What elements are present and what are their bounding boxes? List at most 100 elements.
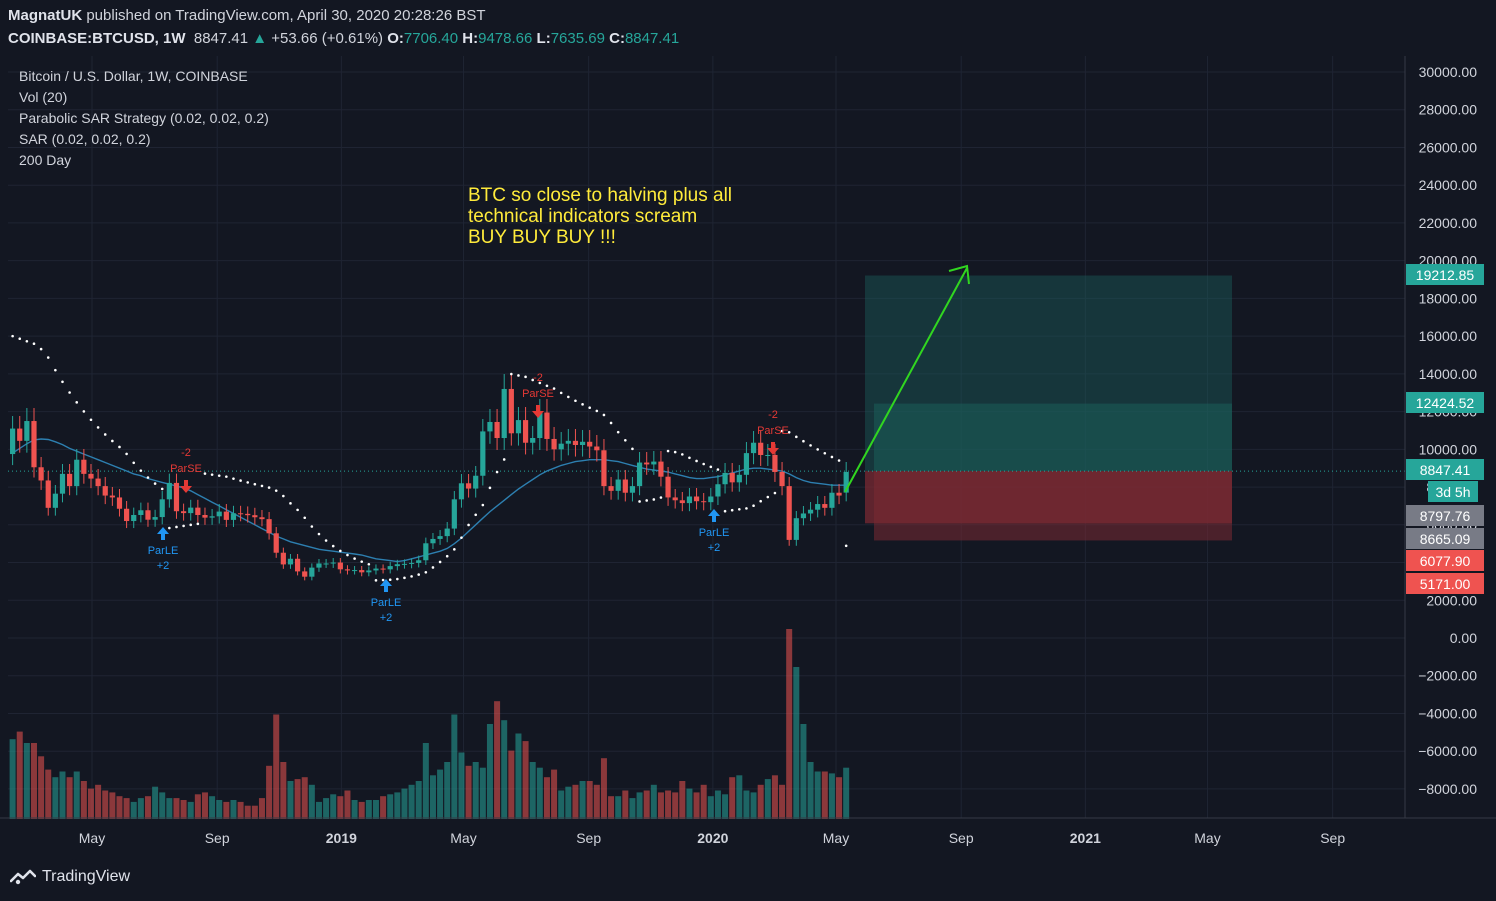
candle-body: [793, 518, 799, 540]
volume-bar: [501, 720, 508, 819]
candle-body: [807, 509, 814, 514]
candle-body: [644, 462, 650, 465]
price-badge-label: 3d 5h: [1435, 484, 1470, 500]
volume-bar: [558, 790, 565, 819]
candle-body: [294, 558, 301, 572]
volume-bar: [230, 800, 237, 819]
candle-body: [10, 428, 16, 455]
low-value: 7635.69: [550, 30, 605, 47]
volume-bar: [87, 788, 94, 819]
candle-body: [658, 461, 664, 477]
price-badge: [1406, 573, 1484, 594]
candle-body: [266, 519, 272, 534]
volume-bar: [401, 788, 408, 819]
volume-bar: [95, 784, 102, 819]
sar-dot: [595, 409, 599, 413]
candle-body: [594, 446, 600, 451]
candle-body: [544, 412, 550, 439]
candle-body: [102, 486, 108, 496]
sar-dot: [752, 504, 755, 508]
sar-dot: [324, 539, 328, 542]
open-label: O:: [387, 30, 404, 47]
annotation-line-2: technical indicators scream: [468, 206, 697, 227]
sar-dot: [61, 380, 64, 384]
sar-dot: [274, 489, 278, 492]
sar-dot: [431, 566, 435, 569]
candle-body: [230, 513, 237, 520]
sar-dot: [153, 482, 157, 485]
candle-body: [237, 513, 244, 515]
volume-bar: [444, 762, 451, 819]
volume-bar: [351, 800, 358, 819]
volume-bar: [494, 701, 501, 819]
sar-dot: [588, 406, 591, 410]
text-annotation[interactable]: BTC so close to halving plus all technic…: [468, 185, 732, 248]
volume-bar: [9, 739, 16, 819]
long-signal-arrow: [380, 579, 392, 592]
sar-dot: [253, 482, 257, 486]
candle-body: [302, 571, 308, 577]
candle-body: [423, 543, 429, 561]
sar-dot: [282, 494, 285, 498]
candle-body: [373, 568, 379, 571]
volume-bar: [365, 800, 372, 819]
volume-bar: [251, 805, 258, 819]
candle-body: [708, 496, 714, 503]
price-chart[interactable]: ParLE +2 ParLE +2 ParLE +2 -2 ParSE -2 ParSE -2 Par…: [0, 56, 1496, 862]
target-arrow[interactable]: [844, 264, 970, 493]
price-badge: [1406, 528, 1484, 549]
sar-dot: [453, 548, 456, 551]
legend-title[interactable]: Bitcoin / U.S. Dollar, 1W, COINBASE: [19, 68, 248, 84]
volume-bar: [707, 796, 714, 819]
candle-body: [195, 507, 201, 515]
sar-dot: [759, 499, 762, 503]
time-tick-label: Sep: [1320, 830, 1345, 846]
time-tick-label: Sep: [205, 830, 230, 846]
symbol-label[interactable]: COINBASE:BTCUSD, 1W: [8, 30, 186, 47]
author-name[interactable]: MagnatUK: [8, 7, 83, 24]
sar-dot: [773, 491, 777, 495]
sar-dot: [424, 571, 428, 574]
candle-body: [779, 471, 785, 487]
legend-sar[interactable]: SAR (0.02, 0.02, 0.2): [19, 131, 151, 147]
price-tick-label: 14000.00: [1419, 366, 1478, 382]
candle-body: [451, 499, 457, 529]
low-label: L:: [536, 30, 551, 47]
volume-bar: [415, 781, 422, 819]
legend-ma[interactable]: 200 Day: [19, 152, 71, 168]
candle-body: [843, 471, 849, 493]
volume-bar: [330, 794, 337, 819]
volume-bar: [116, 796, 123, 819]
volume-bar: [38, 756, 45, 819]
candle-body: [750, 442, 757, 454]
sar-dot: [652, 498, 656, 501]
sar-dot: [339, 549, 342, 553]
candle-body: [722, 472, 728, 485]
tradingview-logo[interactable]: TradingView: [10, 868, 130, 886]
candle-body: [351, 570, 358, 572]
price-tick-label: 30000.00: [1419, 64, 1478, 80]
volume-bar: [665, 790, 672, 819]
volume-bar: [586, 781, 593, 819]
candle-body: [701, 501, 707, 503]
time-axis[interactable]: May Sep 2019 May Sep 2020 May Sep 2021 May Sep: [0, 817, 1496, 846]
volume-bar: [508, 750, 515, 819]
volume-bar: [59, 771, 66, 819]
candle-body: [572, 440, 579, 445]
legend-sar-strategy[interactable]: Parabolic SAR Strategy (0.02, 0.02, 0.2): [19, 110, 269, 126]
price-badge: [1428, 481, 1478, 502]
volume-bar: [458, 752, 465, 819]
sar-dot: [659, 496, 663, 499]
candle-body: [209, 516, 215, 518]
strategy-signals: ParLE +2 ParLE +2 ParLE +2 -2 ParSE -2 ParSE -2 Par…: [148, 372, 789, 624]
volume-bar: [722, 794, 729, 819]
volume-bar: [123, 798, 130, 819]
legend-volume[interactable]: Vol (20): [19, 89, 67, 105]
price-tick-label: −8000.00: [1418, 781, 1477, 797]
candle-body: [38, 467, 44, 481]
candle-body: [95, 478, 101, 487]
candle-body: [188, 507, 194, 514]
volume-bar: [308, 784, 315, 819]
volume-bar: [643, 790, 650, 819]
sar-dot: [396, 577, 399, 581]
